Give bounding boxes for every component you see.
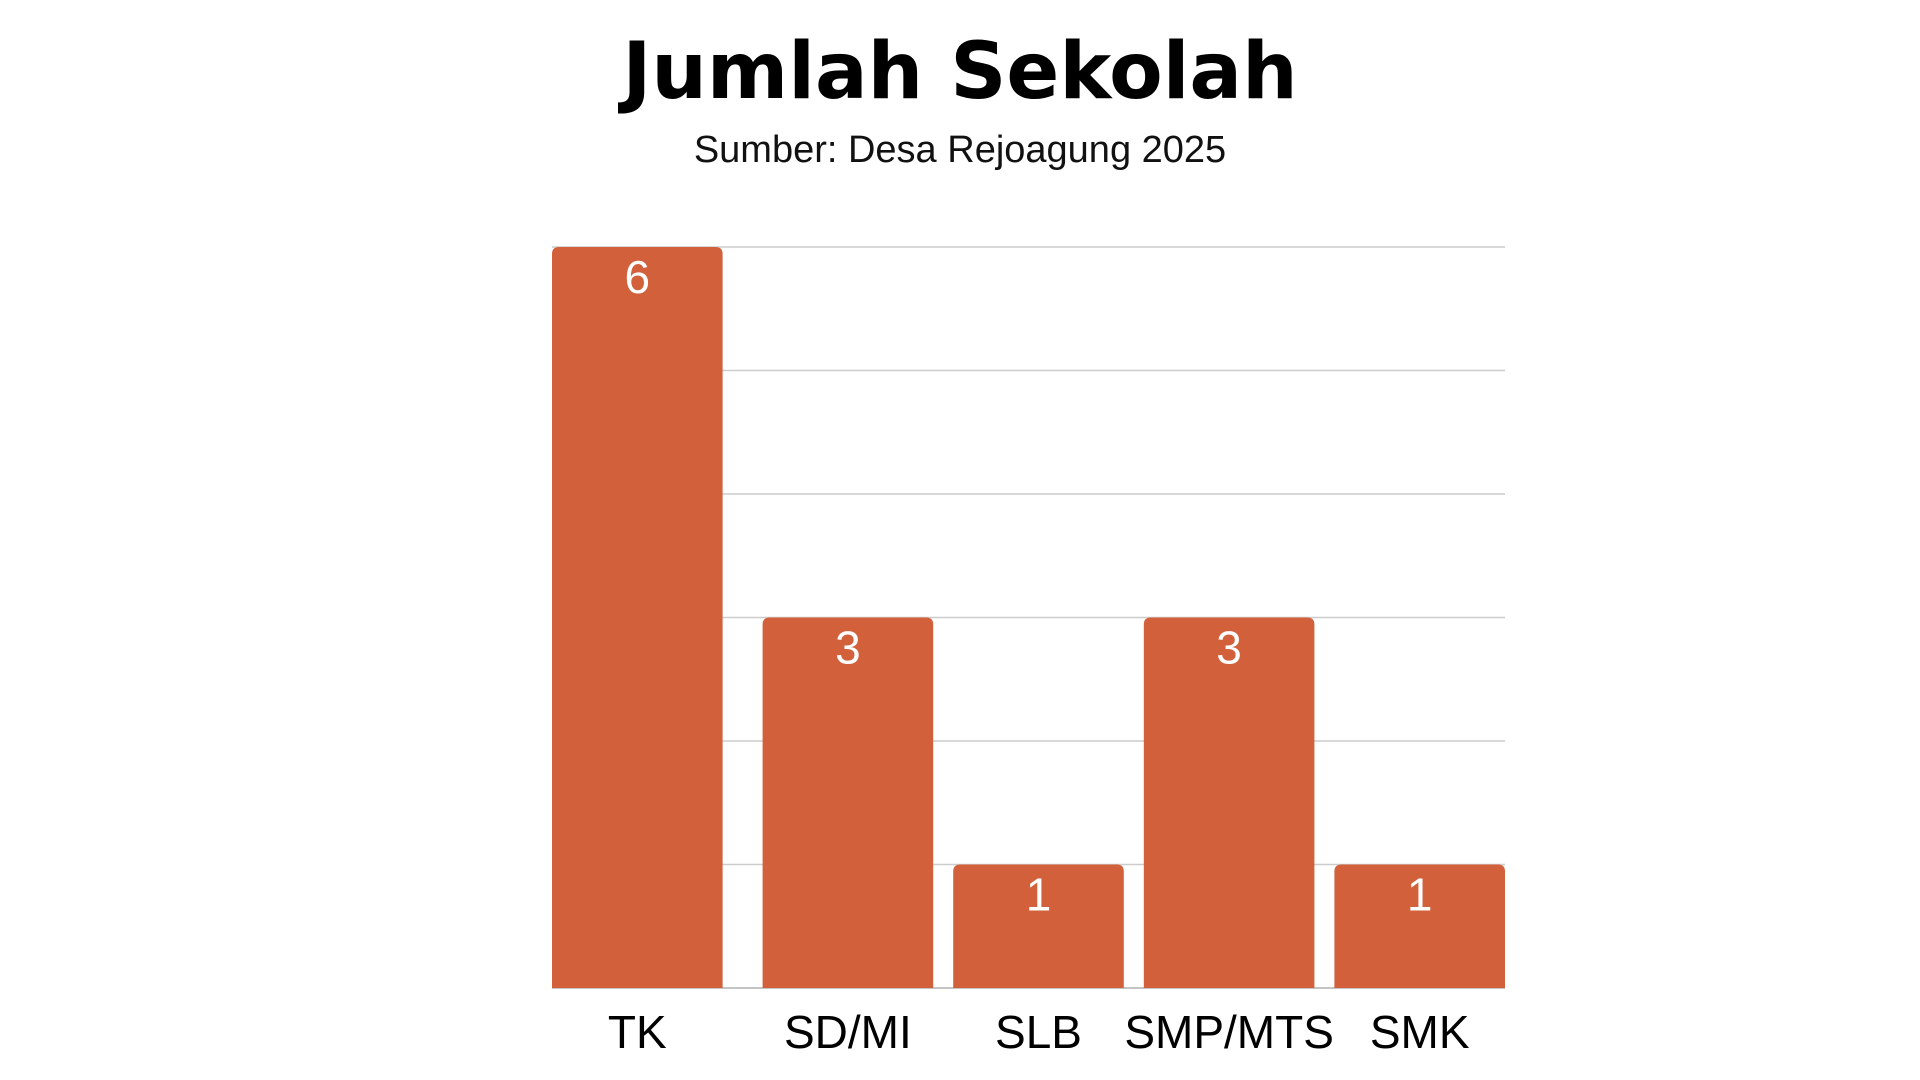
data-label: 1 (1026, 869, 1052, 921)
chart-title: Jumlah Sekolah (622, 27, 1298, 117)
x-tick-label: SMP/MTS (1124, 1006, 1334, 1058)
data-label: 3 (835, 622, 861, 674)
bar-slb (953, 864, 1124, 988)
data-label: 1 (1407, 869, 1433, 921)
data-label: 3 (1216, 622, 1242, 674)
x-tick-label: SD/MI (784, 1006, 912, 1058)
bar-sd-mi (762, 617, 934, 988)
data-label: 6 (625, 251, 651, 303)
x-tick-label: SMK (1370, 1006, 1470, 1058)
chart-subtitle: Sumber: Desa Rejoagung 2025 (693, 129, 1227, 171)
x-tick-label: SLB (995, 1006, 1082, 1058)
x-tick-label: TK (608, 1006, 667, 1058)
bar-tk (552, 247, 723, 988)
bar-smk (1334, 864, 1505, 988)
bar-smp-mts (1143, 617, 1315, 988)
